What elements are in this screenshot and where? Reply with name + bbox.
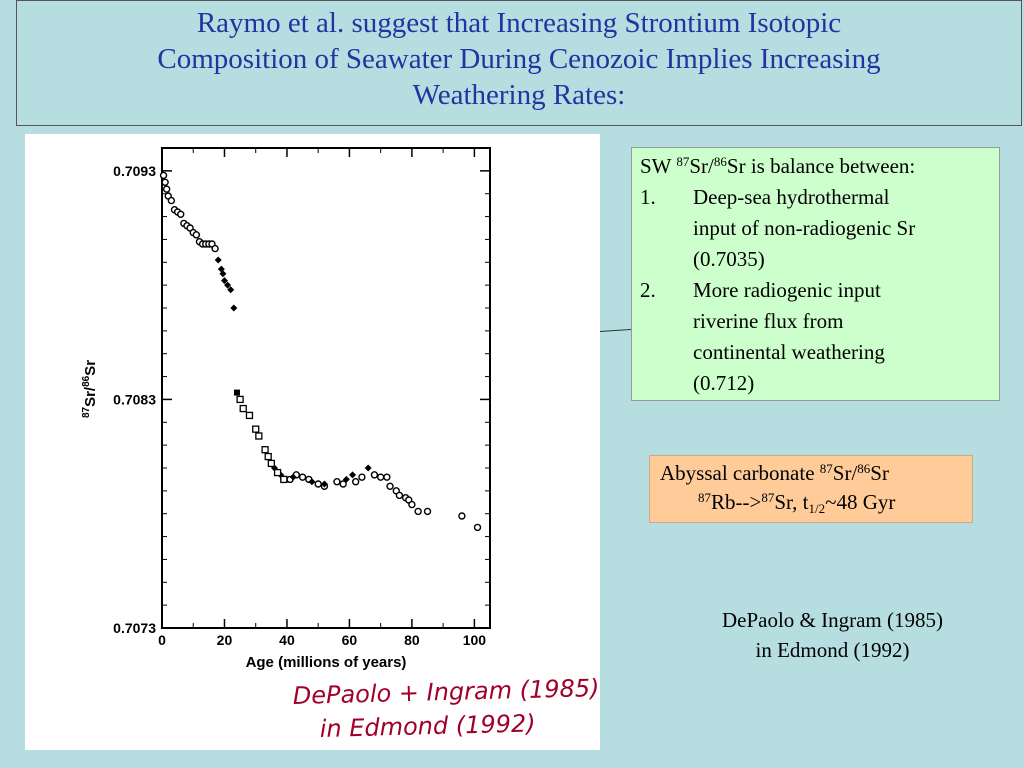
title-line-1: Raymo et al. suggest that Increasing Str… bbox=[196, 7, 842, 39]
data-point-open-circle bbox=[211, 244, 219, 253]
data-point-open-square bbox=[280, 475, 288, 484]
x-tick-label: 20 bbox=[217, 632, 233, 648]
data-point-filled-diamond bbox=[364, 464, 372, 472]
title-line-3: Weathering Rates: bbox=[412, 79, 626, 111]
title-line-2: Composition of Seawater During Cenozoic … bbox=[157, 43, 881, 75]
data-point-open-circle bbox=[473, 523, 482, 532]
data-point-open-circle bbox=[423, 507, 432, 516]
citation-line-1: DePaolo & Ingram (1985) bbox=[721, 608, 944, 632]
x-axis-label: Age (millions of years) bbox=[246, 654, 407, 671]
data-point-open-circle bbox=[458, 512, 466, 520]
data-point-open-circle bbox=[314, 480, 322, 488]
plot-frame bbox=[161, 147, 491, 629]
handwritten-note-line-2: in Edmond (1992) bbox=[319, 709, 536, 743]
data-point-open-circle bbox=[161, 178, 169, 186]
slide-title: Raymo et al. suggest that Increasing Str… bbox=[16, 0, 1022, 126]
data-point-open-circle bbox=[192, 231, 201, 239]
data-point-open-circle bbox=[395, 491, 404, 500]
info-item-1: 1. Deep-sea hydrothermal input of non-ra… bbox=[640, 185, 916, 271]
data-point-open-circle bbox=[370, 471, 379, 479]
data-point-open-circle bbox=[167, 196, 176, 205]
x-tick-label: 100 bbox=[463, 632, 487, 648]
data-point-open-circle bbox=[376, 473, 385, 481]
x-tick-label: 60 bbox=[342, 632, 358, 648]
data-point-filled-diamond bbox=[214, 256, 222, 264]
data-point-open-square bbox=[245, 411, 254, 420]
info-item-2: 2. More radiogenic input riverine flux f… bbox=[640, 278, 885, 395]
data-point-open-square bbox=[255, 432, 263, 440]
handwritten-note-line-1: DePaolo + Ingram (1985) bbox=[292, 674, 599, 710]
data-point-open-circle bbox=[177, 210, 185, 218]
x-tick-label: 80 bbox=[404, 632, 420, 648]
data-point-open-circle bbox=[162, 185, 171, 193]
data-point-open-square bbox=[236, 395, 244, 404]
data-point-filled-diamond bbox=[219, 270, 227, 278]
figure-panel: 0 20 40 60 80 100 0.7073 0.7083 0.7093 Age (milli… bbox=[25, 134, 600, 750]
data-point-filled-diamond bbox=[320, 480, 328, 488]
data-point-open-circle bbox=[339, 480, 347, 488]
data-point-open-circle bbox=[414, 507, 422, 516]
data-point-open-square bbox=[264, 452, 272, 461]
data-point-open-square bbox=[239, 404, 247, 413]
y-tick-label: 0.7093 bbox=[113, 163, 156, 179]
data-point-filled-diamond bbox=[308, 478, 316, 486]
data-point-open-circle bbox=[358, 473, 366, 481]
data-point-filled-diamond bbox=[230, 304, 238, 312]
data-point-open-square bbox=[261, 446, 269, 454]
data-point-filled-diamond bbox=[289, 473, 297, 481]
citation: DePaolo & Ingram (1985) in Edmond (1992) bbox=[680, 605, 985, 665]
data-point-filled-diamond bbox=[349, 471, 357, 479]
y-axis-label: 87Sr/86Sr bbox=[81, 360, 99, 418]
carbonate-line-1: Abyssal carbonate 87Sr/86Sr bbox=[660, 461, 889, 485]
data-point-open-circle bbox=[333, 478, 341, 486]
data-point-open-square bbox=[267, 459, 275, 468]
citation-line-2: in Edmond (1992) bbox=[755, 638, 910, 662]
data-point-open-circle bbox=[386, 482, 394, 490]
data-point-filled-diamond bbox=[342, 475, 350, 483]
x-tick-label: 0 bbox=[158, 632, 166, 648]
info-heading: SW 87Sr/86Sr is balance between: bbox=[640, 154, 916, 178]
strontium-scatter-chart: 0 20 40 60 80 100 0.7073 0.7083 0.7093 Age (milli… bbox=[81, 147, 600, 743]
carbonate-box: Abyssal carbonate 87Sr/86Sr 87Rb-->87Sr,… bbox=[649, 455, 973, 523]
data-point-filled-square bbox=[233, 389, 240, 396]
data-point-open-circle bbox=[408, 500, 416, 509]
data-point-filled-diamond bbox=[224, 281, 232, 289]
y-tick-label: 0.7083 bbox=[113, 391, 156, 407]
carbonate-line-2: 87Rb-->87Sr, t1/2~48 Gyr bbox=[698, 490, 896, 516]
data-point-open-square bbox=[273, 468, 282, 477]
data-point-open-circle bbox=[351, 478, 360, 486]
data-point-open-circle bbox=[383, 473, 391, 481]
info-box: SW 87Sr/86Sr is balance between: 1. Deep… bbox=[631, 147, 1000, 401]
data-point-filled-diamond bbox=[220, 277, 228, 285]
data-point-open-square bbox=[252, 425, 260, 433]
y-tick-label: 0.7073 bbox=[113, 620, 156, 636]
data-point-open-circle bbox=[159, 171, 168, 180]
data-point-open-circle bbox=[298, 473, 307, 481]
data-point-filled-diamond bbox=[227, 286, 235, 294]
x-tick-label: 40 bbox=[279, 632, 295, 648]
